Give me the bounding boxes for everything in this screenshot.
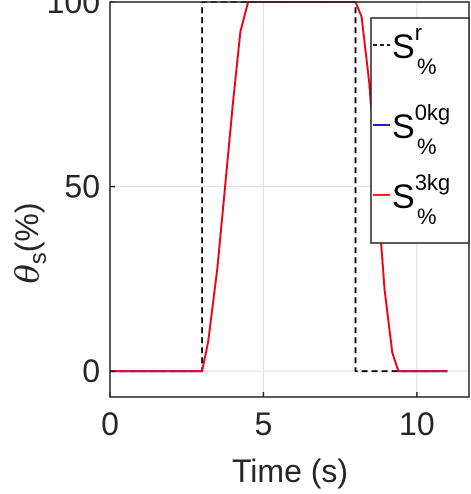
y-tick-label: 100: [47, 0, 100, 20]
x-axis-label: Time (s): [232, 453, 348, 489]
legend-label-base: S: [392, 108, 415, 146]
y-axis-label: θs(%): [8, 202, 52, 283]
legend-label-superscript: 0kg: [415, 100, 450, 125]
y-axis-label-symbol: θ: [8, 264, 46, 283]
legend-label-base: S: [392, 178, 415, 216]
y-tick-label: 50: [64, 169, 100, 205]
y-tick-label: 0: [82, 353, 100, 389]
legend-label-subscript: %: [417, 204, 437, 229]
legend-label-superscript: 3kg: [415, 170, 450, 195]
x-tick-label: 10: [399, 406, 435, 442]
y-axis-label-subscript: s: [25, 252, 52, 264]
y-axis-label-unit: (%): [9, 202, 45, 252]
legend-label-2: S3kg%: [392, 170, 450, 229]
legend-label-subscript: %: [417, 134, 437, 159]
legend-label-subscript: %: [417, 54, 437, 79]
legend-box: [370, 17, 470, 244]
legend: Sr %S0kg %S3kg%: [370, 17, 470, 244]
legend-label-1: S0kg%: [392, 100, 450, 159]
x-tick-label: 0: [101, 406, 119, 442]
legend-label-base: S: [392, 28, 415, 66]
legend-label-0: Sr%: [392, 20, 437, 79]
x-tick-label: 5: [255, 406, 273, 442]
legend-label-superscript: r: [415, 20, 422, 45]
